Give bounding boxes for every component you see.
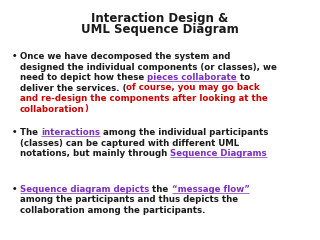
Text: •: • xyxy=(12,128,18,137)
Text: the: the xyxy=(149,185,172,194)
Text: Sequence diagram depicts: Sequence diagram depicts xyxy=(20,185,149,194)
Text: among the individual participants: among the individual participants xyxy=(100,128,268,137)
Text: (classes) can be captured with different UML: (classes) can be captured with different… xyxy=(20,138,239,148)
Text: The: The xyxy=(20,128,41,137)
Text: to: to xyxy=(237,73,250,82)
Text: “message flow”: “message flow” xyxy=(172,185,249,194)
Text: UML Sequence Diagram: UML Sequence Diagram xyxy=(81,23,239,36)
Text: •: • xyxy=(12,185,18,194)
Text: pieces collaborate: pieces collaborate xyxy=(147,73,237,82)
Text: designed the individual components (or classes), we: designed the individual components (or c… xyxy=(20,62,277,72)
Text: interactions: interactions xyxy=(41,128,100,137)
Text: collaboration: collaboration xyxy=(20,104,84,114)
Text: •: • xyxy=(12,52,18,61)
Text: among the participants and thus depicts the: among the participants and thus depicts … xyxy=(20,196,238,204)
Text: notations, but mainly through: notations, but mainly through xyxy=(20,149,170,158)
Text: Interaction Design &: Interaction Design & xyxy=(92,12,228,25)
Text: and re-design the components after looking at the: and re-design the components after looki… xyxy=(20,94,268,103)
Text: of course, you may go back: of course, you may go back xyxy=(126,84,260,92)
Text: ): ) xyxy=(84,104,89,114)
Text: collaboration among the participants.: collaboration among the participants. xyxy=(20,206,205,215)
Text: need to depict how these: need to depict how these xyxy=(20,73,147,82)
Text: Sequence Diagrams: Sequence Diagrams xyxy=(170,149,267,158)
Text: Once we have decomposed the system and: Once we have decomposed the system and xyxy=(20,52,230,61)
Text: deliver the services. (: deliver the services. ( xyxy=(20,84,126,92)
